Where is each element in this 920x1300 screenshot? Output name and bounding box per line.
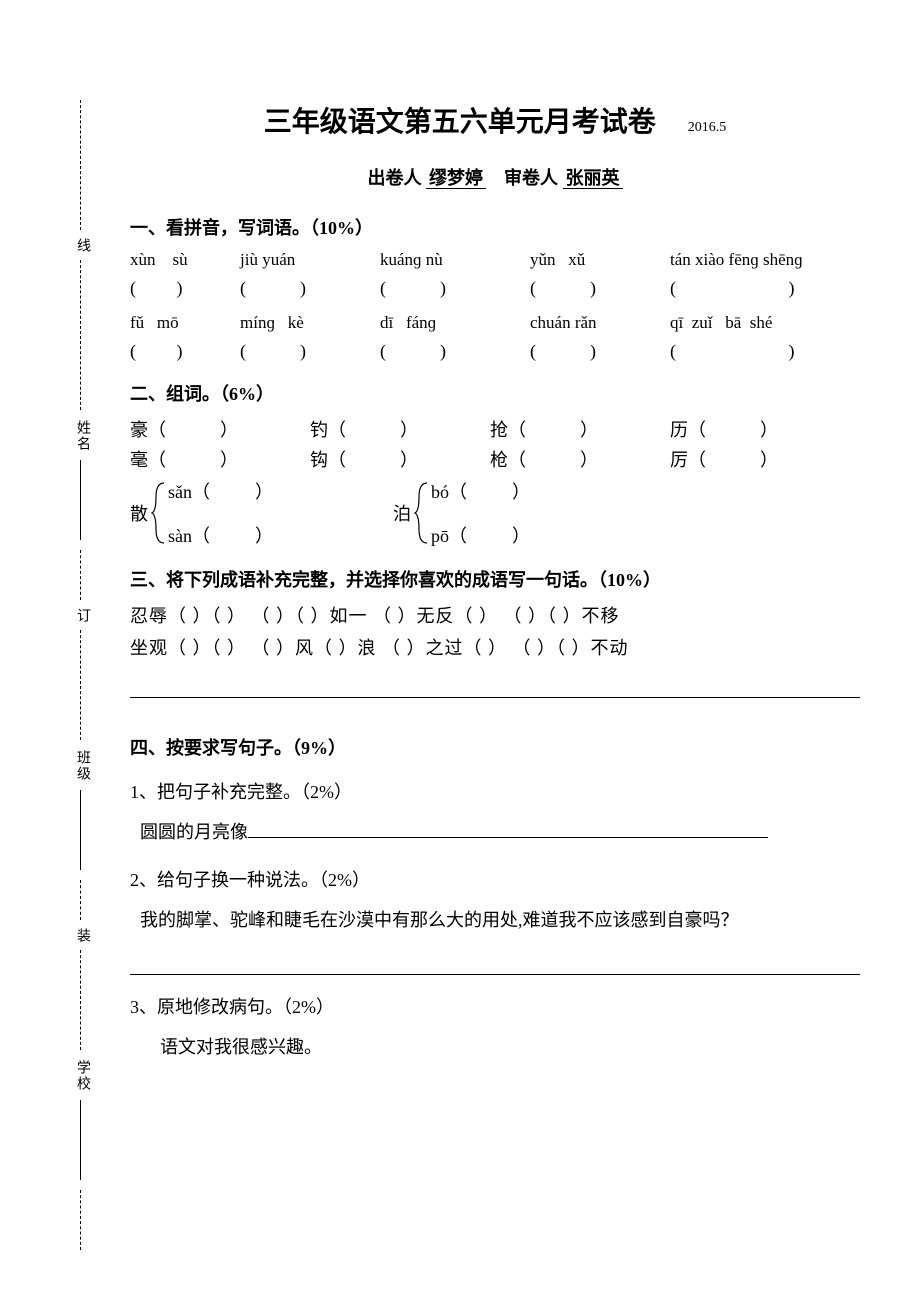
zuci-2-1: 毫（ [130, 450, 166, 470]
brace-2-item-2: pō（ ） [431, 522, 530, 548]
binding-dash-3 [80, 550, 81, 600]
binding-margin: 线 姓名 订 班级 装 学校 [60, 100, 100, 1240]
blank-2-2: ( ) [240, 341, 380, 362]
paren-row-1: ( ) ( ) ( ) ( ) ( ) [130, 278, 860, 299]
blank-1-1: ( ) [130, 278, 240, 299]
brace-group-2: 泊 bó（ ） pō（ ） [393, 478, 530, 548]
q4-1-text: 圆圆的月亮像 [140, 816, 860, 848]
brace-char-2: 泊 [393, 500, 411, 526]
subtitle-row: 出卷人 缪梦婷 审卷人 张丽英 [130, 164, 860, 190]
zuci-2-4: 厉（ [670, 450, 706, 470]
pinyin-row-2: fǔ mō mínɡ kè dī fánɡ chuán rǎn qī zuǐ b… [130, 313, 860, 333]
pinyin-1-1: xùn sù [130, 250, 240, 270]
brace-icon [150, 481, 168, 545]
pinyin-1-5: tán xiào fēnɡ shēnɡ [670, 250, 803, 270]
q4-3: 3、原地修改病句。（2%） [130, 993, 860, 1019]
idiom-row-2: 坐观（ ）（ ） （ ）风（ ）浪 （ ）之过（ ） （ ）（ ）不动 [130, 634, 860, 660]
binding-dash-4 [80, 630, 81, 740]
binding-dash-2 [80, 260, 81, 410]
reviewer-label: 审卷人 [504, 168, 558, 188]
binding-dash-1 [80, 100, 81, 230]
binding-seg-1: 线 [72, 238, 92, 256]
zuci-1-3: 抢（ [490, 420, 526, 440]
section-4-head: 四、按要求写句子。（9%） [130, 734, 860, 760]
zuci-2-2: 钩（ [310, 450, 346, 470]
q4-3-text: 语文对我很感兴趣。 [160, 1031, 860, 1063]
section-3-head: 三、将下列成语补充完整，并选择你喜欢的成语写一句话。（10%） [130, 566, 860, 592]
pinyin-1-4: yǔn xǔ [530, 250, 670, 270]
author-label: 出卷人 [368, 168, 422, 188]
zuci-1-1: 豪（ [130, 420, 166, 440]
pinyin-1-3: kuánɡ nù [380, 250, 530, 270]
binding-seg-2: 订 [72, 608, 92, 626]
q4-2-text: 我的脚掌、驼峰和睫毛在沙漠中有那么大的用处,难道我不应该感到自豪吗？ [140, 904, 860, 936]
blank-1-5: ( ) [670, 278, 795, 299]
binding-field-name-line [80, 460, 81, 540]
brace-icon [413, 481, 431, 545]
binding-dash-7 [80, 1190, 81, 1250]
zuci-row-2: 毫（ ） 钩（ ） 枪（ ） 厉（ ） [130, 446, 860, 472]
brace-group-1: 散 sǎn（ ） sàn（ ） [130, 478, 273, 548]
blank-1-2: ( ) [240, 278, 380, 299]
page-content: 三年级语文第五六单元月考试卷 2016.5 出卷人 缪梦婷 审卷人 张丽英 一、… [130, 100, 860, 1063]
binding-dash-5 [80, 880, 81, 920]
blank-1-4: ( ) [530, 278, 670, 299]
blank-2-5: ( ) [670, 341, 795, 362]
q4-1-blank-line [248, 837, 768, 838]
section-1-head: 一、看拼音，写词语。（10%） [130, 214, 860, 240]
zuci-1-2: 钓（ [310, 420, 346, 440]
pinyin-2-4: chuán rǎn [530, 313, 670, 333]
q4-2-answer-line [130, 955, 860, 975]
reviewer-name: 张丽英 [563, 168, 623, 189]
section-2-head: 二、组词。（6%） [130, 380, 860, 406]
zuci-row-1: 豪（ ） 钓（ ） 抢（ ） 历（ ） [130, 416, 860, 442]
brace-1-item-1: sǎn（ ） [168, 478, 273, 504]
binding-dash-6 [80, 950, 81, 1050]
q4-2: 2、给句子换一种说法。（2%） [130, 866, 860, 892]
q4-1: 1、把句子补充完整。（2%） [130, 778, 860, 804]
pinyin-row-1: xùn sù jiù yuán kuánɡ nù yǔn xǔ tán xiào… [130, 250, 860, 270]
brace-row: 散 sǎn（ ） sàn（ ） 泊 bó（ ） pō（ ） [130, 478, 860, 548]
blank-1-3: ( ) [380, 278, 530, 299]
paren-row-2: ( ) ( ) ( ) ( ) ( ) [130, 341, 860, 362]
brace-2-item-1: bó（ ） [431, 478, 530, 504]
brace-char-1: 散 [130, 500, 148, 526]
zuci-1-4: 历（ [670, 420, 706, 440]
author-name: 缪梦婷 [426, 168, 486, 189]
exam-date: 2016.5 [688, 120, 727, 135]
idiom-row-1: 忍辱（ ）（ ） （ ）（ ）如一 （ ）无反（ ） （ ）（ ）不移 [130, 602, 860, 628]
pinyin-1-2: jiù yuán [240, 250, 380, 270]
main-title: 三年级语文第五六单元月考试卷 [264, 107, 656, 138]
pinyin-2-3: dī fánɡ [380, 313, 530, 333]
blank-2-4: ( ) [530, 341, 670, 362]
blank-2-3: ( ) [380, 341, 530, 362]
zuci-2-3: 枪（ [490, 450, 526, 470]
pinyin-2-2: mínɡ kè [240, 313, 380, 333]
brace-1-item-2: sàn（ ） [168, 522, 273, 548]
binding-field-school-label: 学校 [72, 1060, 92, 1092]
pinyin-2-5: qī zuǐ bā shé [670, 313, 772, 333]
binding-field-name-label: 姓名 [72, 420, 92, 452]
idiom-answer-line [130, 678, 860, 698]
binding-seg-3: 装 [72, 928, 92, 946]
pinyin-2-1: fǔ mō [130, 313, 240, 333]
binding-field-class-line [80, 790, 81, 870]
binding-field-class-label: 班级 [72, 750, 92, 782]
blank-2-1: ( ) [130, 341, 240, 362]
binding-field-school-line [80, 1100, 81, 1180]
q4-1-stem: 圆圆的月亮像 [140, 822, 248, 842]
title-row: 三年级语文第五六单元月考试卷 2016.5 [130, 100, 860, 140]
